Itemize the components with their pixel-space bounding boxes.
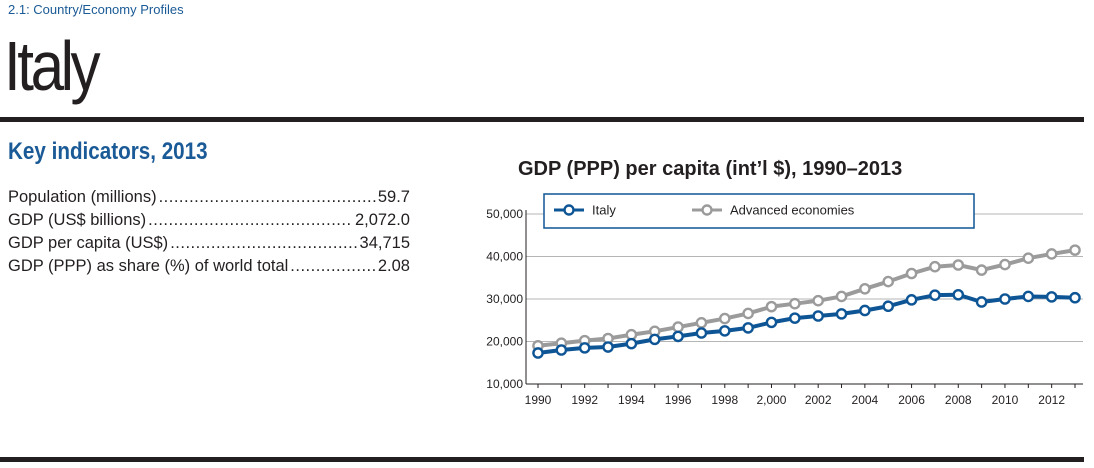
data-point-italy — [742, 322, 754, 334]
indicator-row-gdp-ppp-share: GDP (PPP) as share (%) of world total 2.… — [8, 255, 410, 278]
x-tick-label: 1990 — [525, 393, 552, 407]
data-point-advanced-economies — [1022, 252, 1035, 264]
indicator-label: GDP (US$ billions) — [8, 211, 147, 229]
legend-box — [543, 193, 975, 229]
x-tick-label: 2,000 — [756, 393, 786, 407]
data-point-advanced-economies — [672, 321, 684, 333]
data-point-italy — [789, 312, 801, 324]
data-point-italy — [812, 310, 824, 322]
data-point-advanced-economies — [952, 259, 965, 271]
data-point-italy — [625, 337, 638, 350]
data-point-advanced-economies — [1045, 248, 1058, 260]
indicator-value: 34,715 — [359, 234, 410, 252]
indicator-row-population: Population (millions) 59.7 — [8, 186, 410, 209]
data-point-italy — [695, 327, 708, 339]
bottom-divider — [0, 457, 1084, 462]
leader-dots — [290, 255, 376, 278]
x-tick-label: 1992 — [571, 393, 598, 407]
x-tick-label: 2012 — [1038, 393, 1065, 407]
data-point-italy — [859, 304, 871, 317]
leader-dots — [159, 186, 376, 209]
top-divider — [0, 117, 1084, 122]
data-point-italy — [882, 300, 895, 313]
data-point-advanced-economies — [812, 294, 824, 307]
data-point-advanced-economies — [835, 290, 848, 303]
x-tick-label: 1996 — [665, 393, 692, 407]
data-point-advanced-economies — [905, 267, 918, 280]
key-indicators-list: Population (millions) 59.7 GDP (US$ bill… — [8, 186, 410, 278]
y-tick-label: 50,000 — [486, 207, 523, 221]
x-tick-label: 2010 — [992, 393, 1019, 407]
page-title: Italy — [4, 27, 101, 105]
data-point-italy — [718, 325, 731, 337]
indicator-value: 2.08 — [377, 257, 410, 275]
data-point-italy — [648, 333, 661, 346]
key-indicators-heading: Key indicators, 2013 — [8, 138, 208, 165]
data-point-italy — [578, 342, 591, 354]
data-point-italy — [532, 347, 544, 359]
data-point-advanced-economies — [882, 275, 895, 288]
data-point-advanced-economies — [742, 307, 754, 320]
data-point-advanced-economies — [929, 260, 941, 273]
x-tick-label: 1998 — [711, 393, 738, 407]
indicator-label: Population (millions) — [8, 188, 157, 206]
x-tick-label: 2004 — [852, 393, 879, 407]
legend-swatch-marker — [701, 204, 713, 216]
data-point-italy — [835, 308, 848, 320]
indicator-label: GDP per capita (US$) — [8, 234, 169, 252]
indicator-value: 2,072.0 — [354, 211, 410, 229]
y-tick-label: 40,000 — [486, 250, 523, 264]
data-point-advanced-economies — [999, 258, 1011, 271]
legend-label-italy: Italy — [592, 203, 616, 218]
data-point-italy — [672, 330, 684, 343]
data-point-italy — [999, 293, 1011, 305]
data-point-italy — [555, 344, 568, 356]
indicator-row-gdp-per-capita: GDP per capita (US$) 34,715 — [8, 232, 410, 255]
data-point-italy — [905, 294, 918, 306]
x-tick-label: 1994 — [618, 393, 645, 407]
y-tick-label: 30,000 — [486, 292, 523, 306]
data-point-advanced-economies — [718, 312, 731, 325]
data-point-italy — [1045, 291, 1058, 303]
data-point-italy — [602, 341, 614, 353]
data-point-italy — [952, 288, 965, 301]
x-tick-label: 2002 — [805, 393, 832, 407]
y-tick-label: 20,000 — [486, 335, 523, 349]
data-point-advanced-economies — [695, 316, 708, 329]
data-point-advanced-economies — [1069, 244, 1081, 256]
data-point-italy — [975, 296, 988, 308]
data-point-italy — [765, 316, 778, 329]
data-point-advanced-economies — [789, 297, 801, 310]
indicator-row-gdp: GDP (US$ billions) 2,072.0 — [8, 209, 410, 232]
leader-dots — [148, 209, 353, 232]
data-point-italy — [929, 289, 941, 301]
chart-title: GDP (PPP) per capita (int’l $), 1990–201… — [518, 158, 902, 180]
data-point-italy — [1022, 290, 1035, 303]
indicator-value: 59.7 — [377, 188, 410, 206]
gdp-per-capita-chart: GDP (PPP) per capita (int’l $), 1990–201… — [486, 158, 1083, 407]
legend-label-advanced-economies: Advanced economies — [730, 203, 855, 218]
x-tick-label: 2008 — [945, 393, 972, 407]
leader-dots — [170, 232, 357, 255]
data-point-advanced-economies — [765, 300, 778, 313]
data-point-advanced-economies — [975, 264, 988, 276]
breadcrumb: 2.1: Country/Economy Profiles — [8, 2, 184, 17]
series-line-advanced-economies — [537, 248, 1076, 348]
x-tick-label: 2006 — [898, 393, 925, 407]
y-tick-label: 10,000 — [486, 377, 523, 391]
data-point-italy — [1069, 291, 1081, 304]
indicator-label: GDP (PPP) as share (%) of world total — [8, 257, 289, 275]
legend-swatch-marker — [563, 204, 575, 216]
data-point-advanced-economies — [859, 282, 871, 295]
